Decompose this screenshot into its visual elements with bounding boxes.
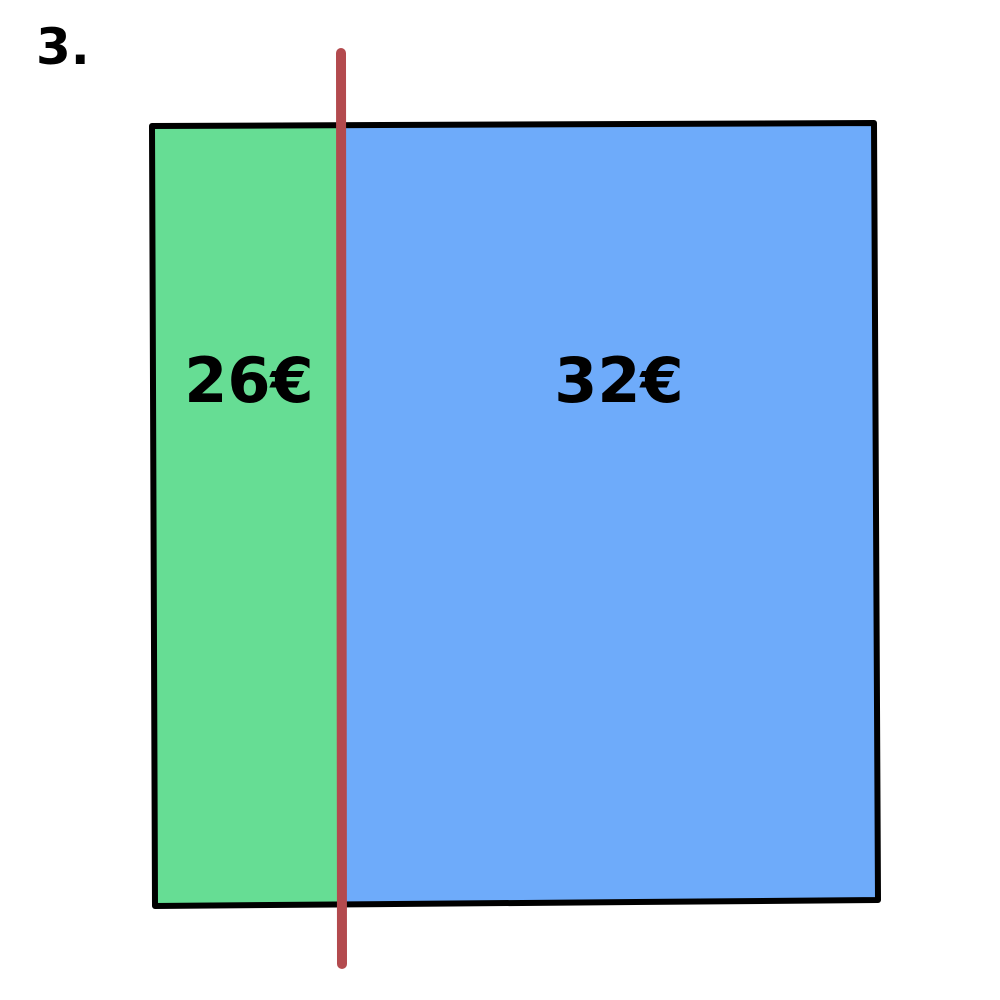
divider-line (336, 48, 347, 969)
region-label-green: 26€ (184, 344, 313, 417)
region-blue (342, 123, 878, 904)
region-label-blue: 32€ (554, 344, 683, 417)
rectangle-outline (149, 120, 881, 909)
region-green (152, 124, 342, 906)
problem-number: 3. (36, 18, 90, 76)
